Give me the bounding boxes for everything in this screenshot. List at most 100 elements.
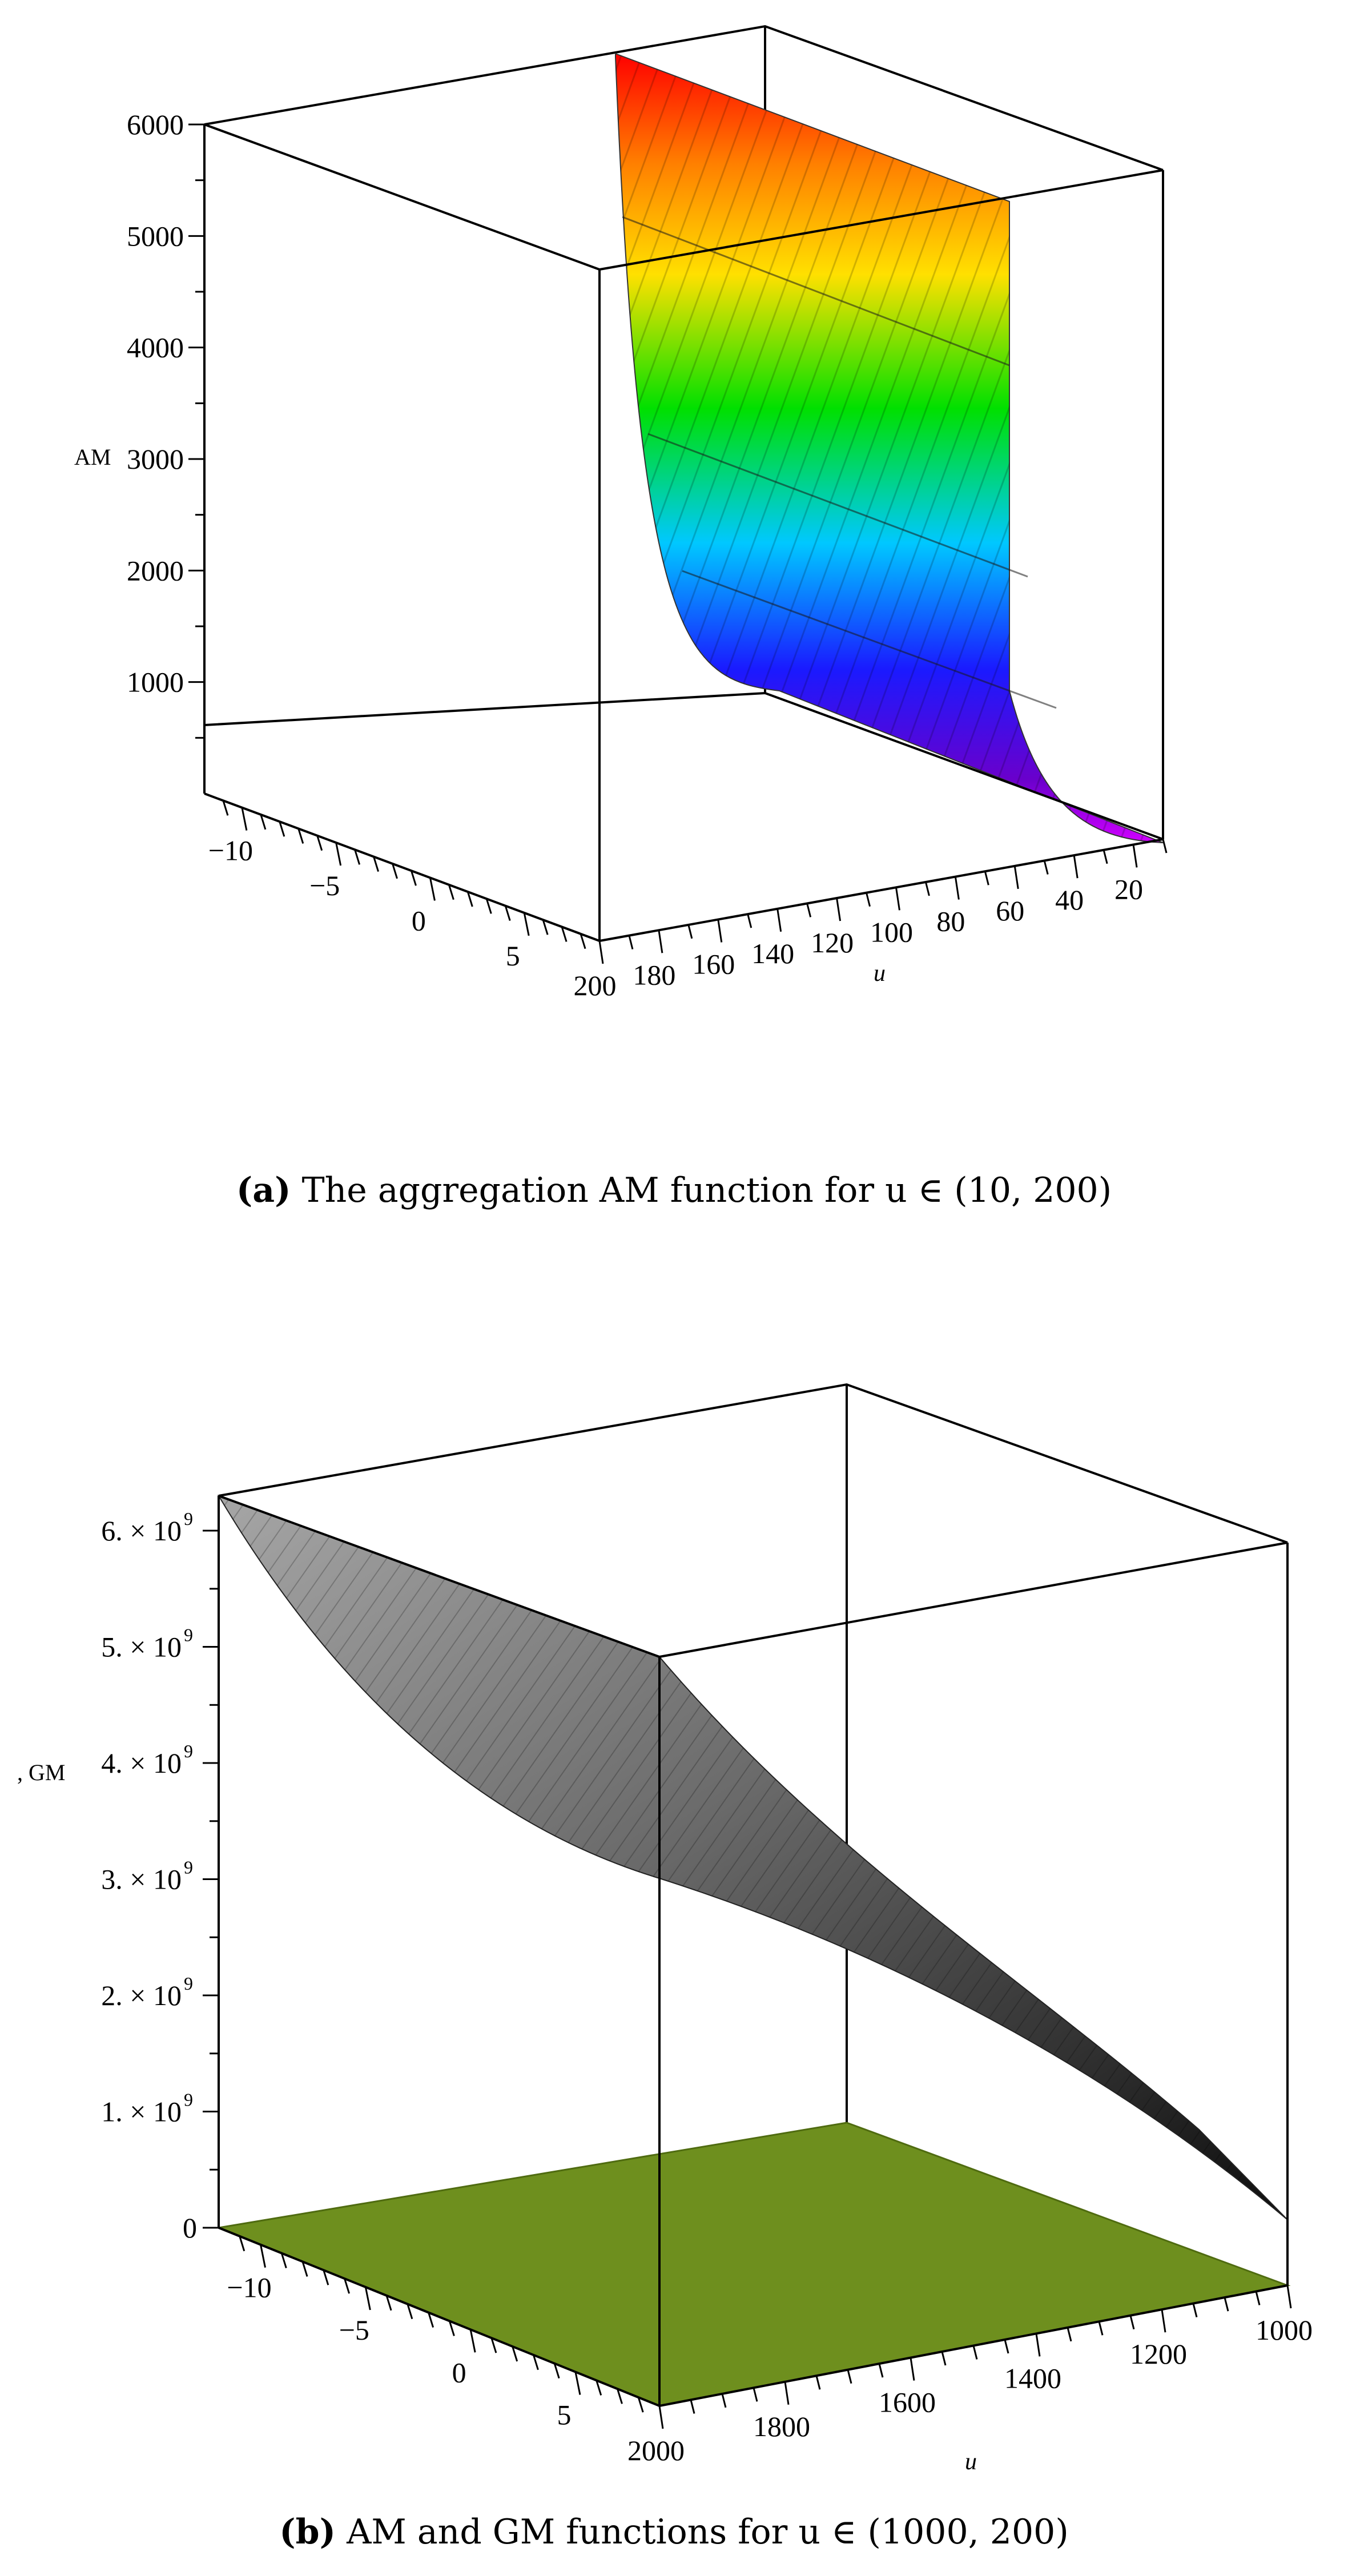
y-tick-b [428,2312,434,2328]
x-tick-b [847,2369,852,2384]
y-tick-b [595,2380,602,2396]
z-tick-exponent-b: 9 [184,2090,193,2110]
z-tick-exponent-b: 9 [184,1741,193,1761]
x-tick-a [836,897,842,921]
y-axis-b: −10 −5 0 5 [227,2236,644,2431]
y-tick-a [504,905,511,921]
x-tick-b [1286,2285,1292,2309]
z-tick-exponent-b: 9 [184,1973,193,1994]
am-plane [215,2122,1291,2407]
z-tick-label-b: 2. × 10 [101,1979,182,2011]
y-tick-b [637,2397,644,2413]
x-axis-label-a: u [874,960,886,987]
y-tick-a [466,891,473,907]
y-tick-a [279,821,285,837]
z-tick-label-a: 6000 [127,108,184,140]
z-tick-label-b: 4. × 10 [101,1747,182,1779]
y-tick-a [241,807,248,831]
y-tick-label-b: 5 [557,2399,571,2431]
y-tick-b [553,2363,560,2379]
x-tick-a [954,876,960,900]
x-tick-b [721,2393,727,2408]
x-tick-label-b: 1800 [753,2410,810,2442]
chart-b: 01. × 10 92. × 10 93. × 10 94. × 10 95. × 10… [17,1383,1313,2475]
x-tick-label-a: 60 [996,895,1024,927]
x-tick-b [1161,2309,1166,2333]
x-tick-a [1043,860,1049,875]
gm-surface [217,1495,1288,2220]
z-tick-exponent-b: 9 [184,1625,193,1645]
x-tick-b [690,2400,695,2414]
x-tick-label-b: 2000 [627,2434,685,2466]
y-tick-a [542,919,549,935]
caption-a: (a) The aggregation AM function for u ∈ … [0,1170,1348,1210]
x-tick-a [747,913,753,928]
z-tick-label-b: 0 [183,2212,197,2244]
x-tick-a [984,871,989,886]
y-tick-b [617,2388,623,2404]
y-tick-a [297,828,304,844]
y-tick-b [490,2337,497,2353]
x-tick-a [1162,839,1168,854]
x-tick-a [1013,866,1019,889]
x-tick-label-b: 1600 [879,2386,936,2418]
y-tick-b [301,2261,308,2277]
z-tick-label-b: 3. × 10 [101,1863,182,1895]
x-tick-b [784,2381,790,2405]
x-tick-b [878,2363,884,2378]
x-tick-b [972,2345,978,2360]
x-tick-label-a: 120 [811,927,854,959]
y-tick-a [316,835,323,851]
x-tick-a [924,882,930,896]
y-tick-label-b: 0 [452,2356,466,2388]
x-tick-label-a: 100 [870,916,913,948]
x-tick-a [598,940,604,964]
x-tick-a [687,924,693,939]
x-tick-a [806,903,812,917]
x-tick-label-a: 20 [1114,873,1143,905]
z-tick-label-a: 3000 [127,443,184,475]
z-tick-label-b: 5. × 10 [101,1631,182,1663]
x-tick-a [776,908,782,932]
y-tick-label-a: 5 [506,940,520,972]
z-tick-label-a: 5000 [127,220,184,252]
x-tick-b [1067,2327,1072,2342]
y-tick-b [574,2372,581,2395]
x-tick-b [1192,2303,1198,2318]
x-tick-label-a: 200 [574,969,617,1001]
x-tick-b [753,2387,758,2402]
z-tick-label-b: 1. × 10 [101,2096,182,2128]
x-tick-b [815,2375,821,2390]
x-tick-b [910,2357,915,2381]
y-tick-a [392,863,398,879]
x-tick-b [1098,2321,1104,2336]
y-tick-label-a: −5 [309,870,340,901]
y-axis-a: −10 −5 0 5 [208,800,586,972]
z-tick-exponent-b: 9 [184,1508,193,1529]
am-surface [615,53,1164,843]
x-tick-b [1004,2339,1009,2354]
z-axis-a: 1000 2000 3000 4000 5000 6000 [127,108,204,739]
x-tick-label-b: 1200 [1130,2338,1187,2370]
z-axis-label-a: AM [74,444,111,470]
x-tick-label-a: 40 [1055,884,1084,916]
y-tick-a [222,800,229,816]
x-tick-a [1102,850,1108,864]
y-tick-label-a: 0 [412,904,426,936]
z-tick-label-b: 6. × 10 [101,1515,182,1547]
y-tick-b [344,2278,351,2294]
y-tick-b [260,2244,266,2268]
x-tick-label-a: 140 [751,937,794,969]
y-tick-a [429,878,436,901]
y-tick-b [280,2253,287,2269]
y-tick-a [561,926,568,942]
x-tick-a [866,892,871,907]
x-tick-b [1035,2333,1041,2357]
x-tick-label-a: 180 [633,959,675,991]
caption-b: (b) AM and GM functions for u ∈ (1000, 2… [0,2512,1348,2552]
y-tick-a [580,933,586,949]
x-tick-b [658,2405,664,2429]
y-tick-a [523,912,530,936]
x-tick-label-b: 1400 [1004,2362,1061,2394]
x-tick-label-a: 80 [936,905,965,937]
